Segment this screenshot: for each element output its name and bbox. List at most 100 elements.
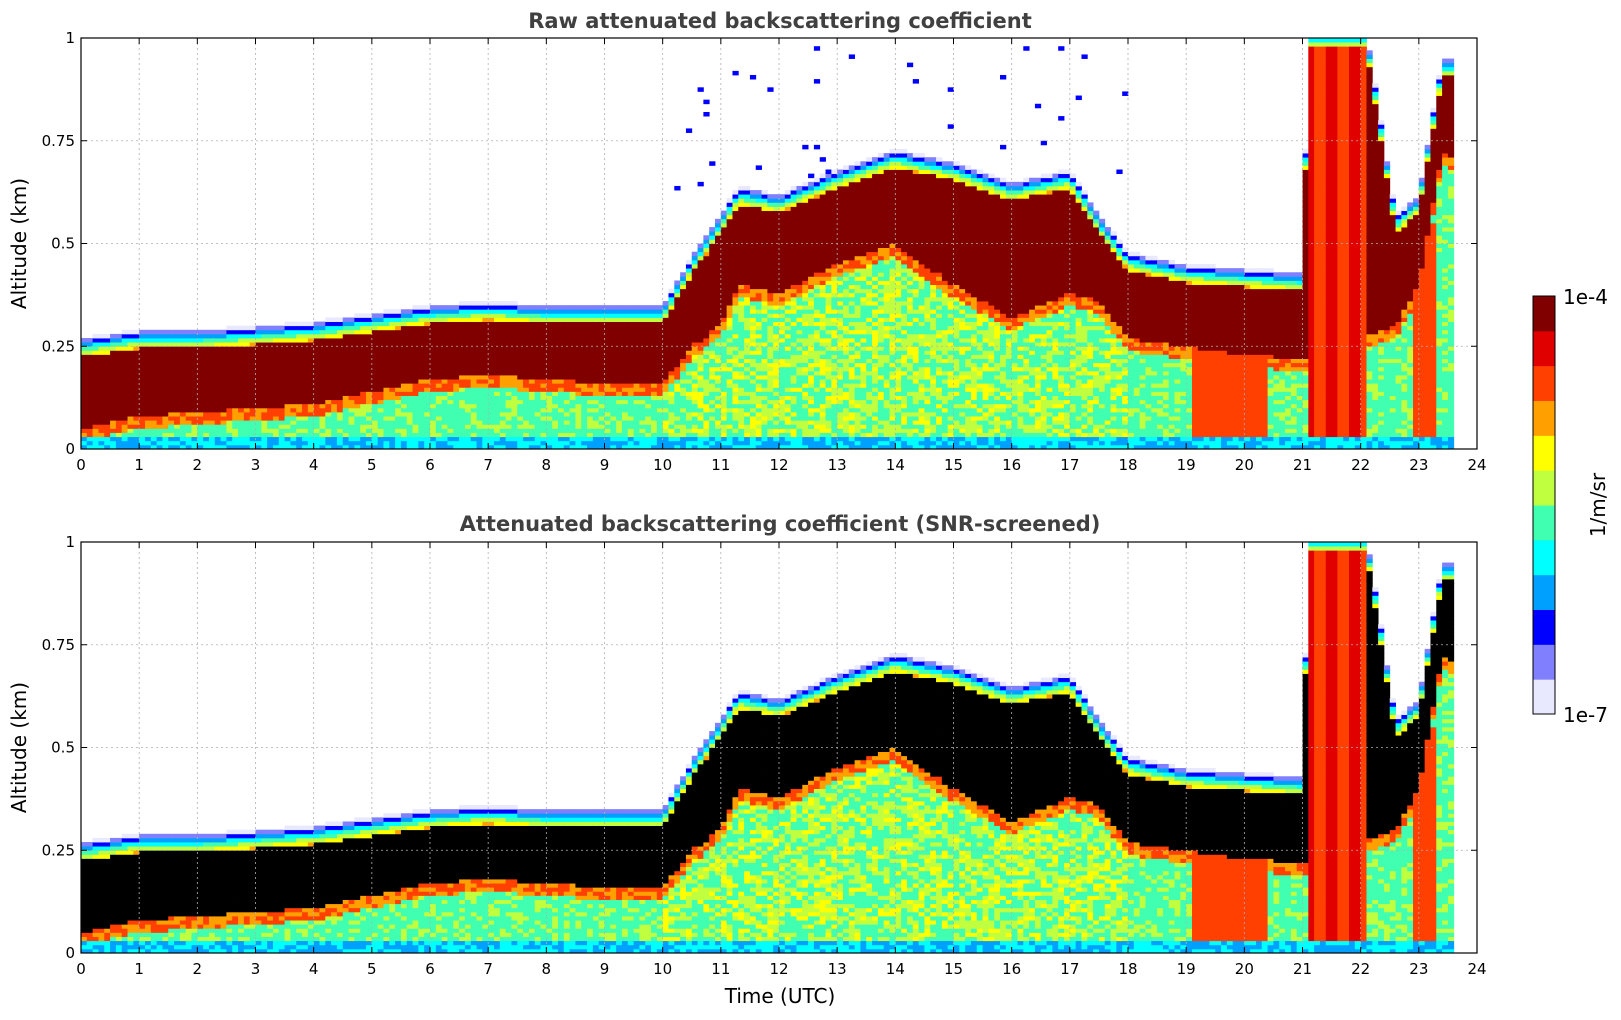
heatmap-cell: [209, 379, 215, 384]
heatmap-cell: [319, 437, 325, 442]
heatmap-cell: [535, 367, 541, 372]
heatmap-cell: [226, 359, 232, 364]
heatmap-cell: [203, 338, 209, 343]
heatmap-cell: [162, 375, 168, 380]
heatmap-cell: [302, 379, 308, 384]
heatmap-cell: [290, 334, 296, 339]
heatmap-cell: [244, 379, 250, 384]
heatmap-cell: [506, 346, 512, 351]
heatmap-cell: [192, 359, 198, 364]
heatmap-cell: [203, 433, 209, 438]
heatmap-cell: [110, 408, 116, 413]
heatmap-cell: [477, 396, 483, 401]
heatmap-cell: [314, 416, 320, 421]
heatmap-cell: [418, 391, 424, 396]
heatmap-cell: [331, 441, 337, 446]
heatmap-cell: [349, 428, 355, 433]
heatmap-cell: [482, 330, 488, 335]
heatmap-cell: [511, 322, 517, 327]
heatmap-cell: [308, 404, 314, 409]
heatmap-cell: [319, 416, 325, 421]
heatmap-cell: [162, 416, 168, 421]
heatmap-cell: [482, 326, 488, 331]
heatmap-cell: [535, 326, 541, 331]
heatmap-cell: [186, 404, 192, 409]
heatmap-cell: [180, 424, 186, 429]
heatmap-cell: [378, 404, 384, 409]
heatmap-cell: [354, 428, 360, 433]
heatmap-cell: [226, 437, 232, 442]
heatmap-cell: [500, 404, 506, 409]
heatmap-cell: [197, 350, 203, 355]
heatmap-cell: [296, 371, 302, 376]
heatmap-cell: [250, 416, 256, 421]
heatmap-cell: [424, 441, 430, 446]
heatmap-cell: [319, 346, 325, 351]
heatmap-cell: [424, 387, 430, 392]
heatmap-cell: [93, 404, 99, 409]
heatmap-cell: [442, 387, 448, 392]
heatmap-cell: [564, 309, 570, 314]
heatmap-cell: [290, 404, 296, 409]
heatmap-cell: [209, 433, 215, 438]
heatmap-cell: [261, 400, 267, 405]
heatmap-cell: [349, 412, 355, 417]
heatmap-cell: [395, 391, 401, 396]
heatmap-cell: [529, 330, 535, 335]
heatmap-cell: [110, 346, 116, 351]
heatmap-cell: [325, 346, 331, 351]
heatmap-cell: [360, 383, 366, 388]
heatmap-cell: [133, 383, 139, 388]
heatmap-cell: [418, 359, 424, 364]
heatmap-cell: [488, 412, 494, 417]
heatmap-cell: [128, 363, 134, 368]
heatmap-cell: [122, 408, 128, 413]
heatmap-cell: [285, 400, 291, 405]
heatmap-cell: [511, 350, 517, 355]
heatmap-cell: [564, 383, 570, 388]
heatmap-cell: [424, 428, 430, 433]
heatmap-cell: [436, 437, 442, 442]
heatmap-cell: [168, 416, 174, 421]
heatmap-cell: [273, 330, 279, 335]
heatmap-cell: [378, 313, 384, 318]
heatmap-cell: [232, 367, 238, 372]
heatmap-cell: [168, 433, 174, 438]
heatmap-cell: [383, 408, 389, 413]
heatmap-cell: [506, 404, 512, 409]
heatmap-cell: [430, 420, 436, 425]
heatmap-cell: [517, 309, 523, 314]
heatmap-cell: [110, 359, 116, 364]
heatmap-cell: [256, 396, 262, 401]
heatmap-cell: [389, 437, 395, 442]
heatmap-cell: [506, 391, 512, 396]
heatmap-cell: [197, 433, 203, 438]
heatmap-cell: [221, 350, 227, 355]
heatmap-cell: [442, 359, 448, 364]
heatmap-cell: [389, 383, 395, 388]
heatmap-cell: [488, 433, 494, 438]
heatmap-cell: [424, 437, 430, 442]
heatmap-cell: [511, 416, 517, 421]
heatmap-cell: [459, 383, 465, 388]
heatmap-cell: [226, 396, 232, 401]
heatmap-cell: [389, 391, 395, 396]
heatmap-cell: [424, 416, 430, 421]
heatmap-cell: [285, 424, 291, 429]
heatmap-cell: [488, 404, 494, 409]
heatmap-cell: [180, 412, 186, 417]
heatmap-cell: [453, 313, 459, 318]
heatmap-cell: [128, 350, 134, 355]
heatmap-cell: [442, 404, 448, 409]
heatmap-cell: [203, 367, 209, 372]
heatmap-cell: [459, 433, 465, 438]
heatmap-cell: [87, 379, 93, 384]
heatmap-cell: [378, 367, 384, 372]
heatmap-cell: [232, 404, 238, 409]
heatmap-cell: [407, 437, 413, 442]
heatmap-cell: [290, 350, 296, 355]
heatmap-cell: [482, 301, 488, 306]
heatmap-cell: [139, 400, 145, 405]
heatmap-cell: [209, 408, 215, 413]
heatmap-cell: [418, 313, 424, 318]
